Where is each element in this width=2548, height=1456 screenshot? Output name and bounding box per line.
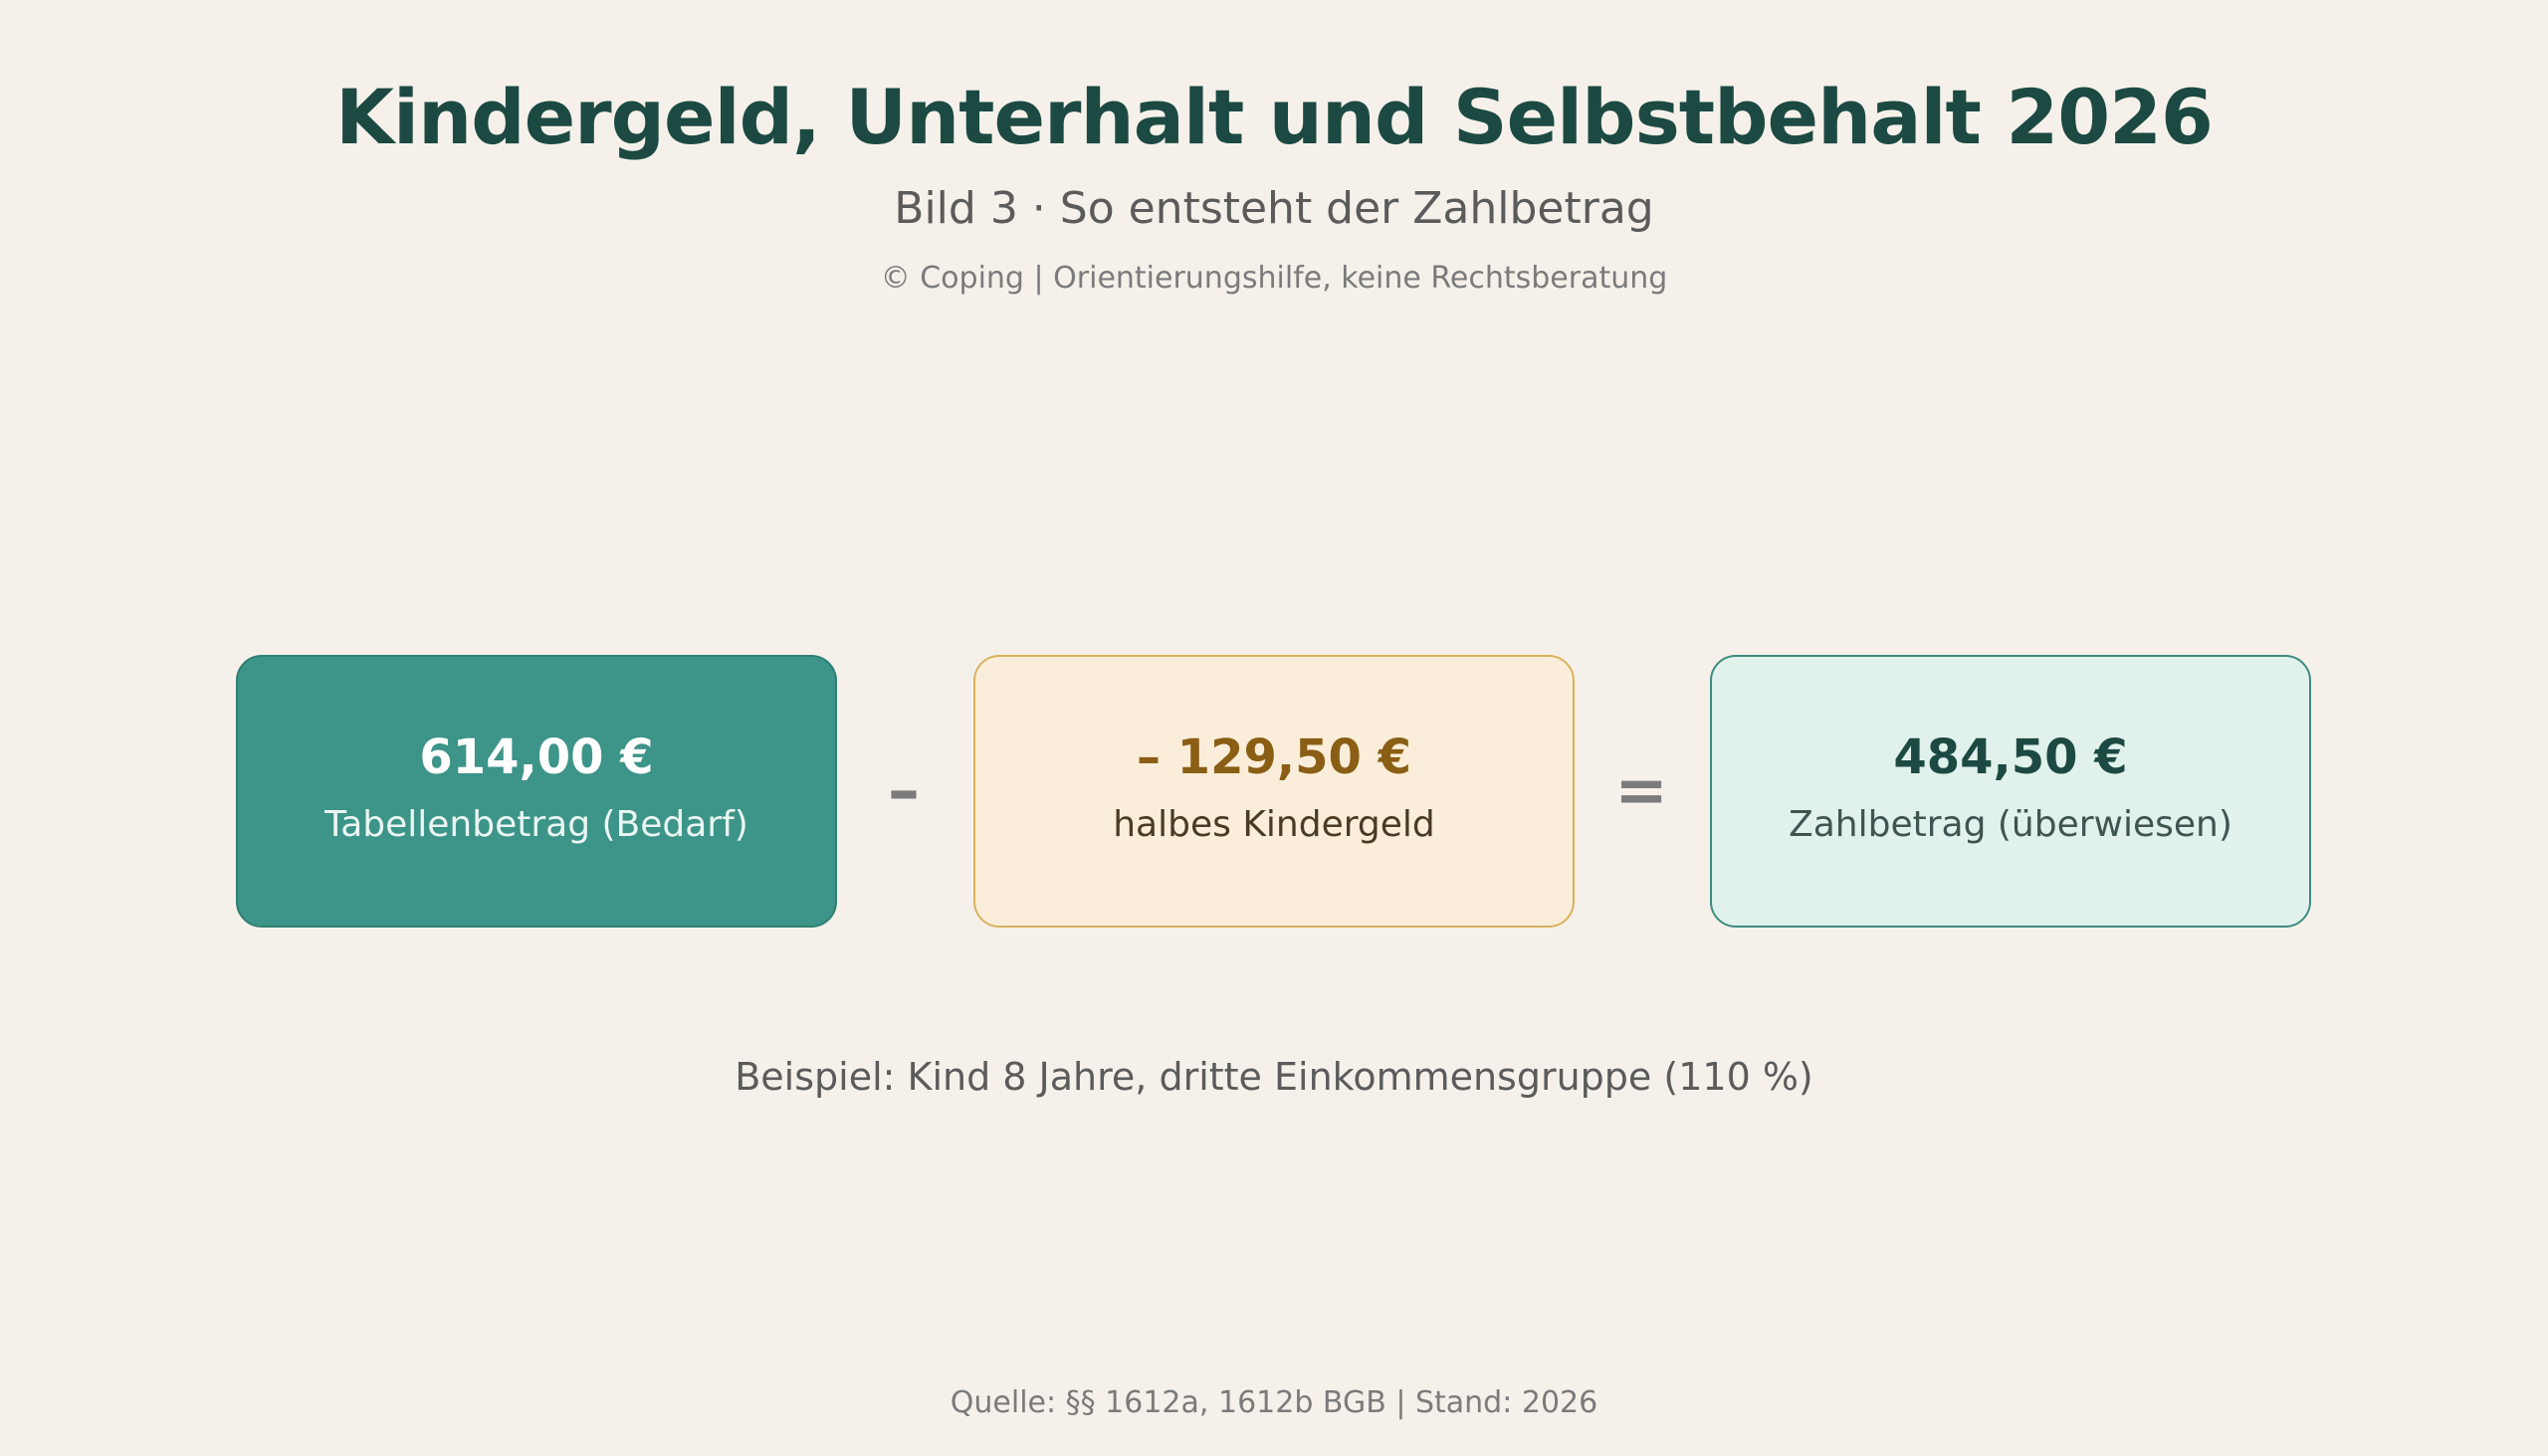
payment-label: Zahlbetrag (überwiesen) <box>1789 804 2232 845</box>
page-subtitle: Bild 3 · So entsteht der Zahlbetrag <box>894 183 1654 234</box>
credit-line: © Coping | Orientierungshilfe, keine Rec… <box>880 261 1668 296</box>
need-label: Tabellenbetrag (Bedarf) <box>324 804 748 845</box>
minus-operator: – <box>888 754 920 828</box>
child-benefit-label: halbes Kindergeld <box>1113 804 1435 845</box>
example-note: Beispiel: Kind 8 Jahre, dritte Einkommen… <box>735 1055 1813 1099</box>
need-box: 614,00 € Tabellenbetrag (Bedarf) <box>236 655 837 928</box>
payment-amount: 484,50 € <box>1893 729 2128 785</box>
child-benefit-box: – 129,50 € halbes Kindergeld <box>973 655 1575 928</box>
source-footer: Quelle: §§ 1612a, 1612b BGB | Stand: 202… <box>950 1385 1598 1420</box>
payment-box: 484,50 € Zahlbetrag (überwiesen) <box>1710 655 2311 928</box>
need-amount: 614,00 € <box>419 729 654 785</box>
page-title: Kindergeld, Unterhalt und Selbstbehalt 2… <box>335 73 2214 161</box>
child-benefit-amount: – 129,50 € <box>1136 729 1412 785</box>
equals-operator: = <box>1614 754 1668 828</box>
